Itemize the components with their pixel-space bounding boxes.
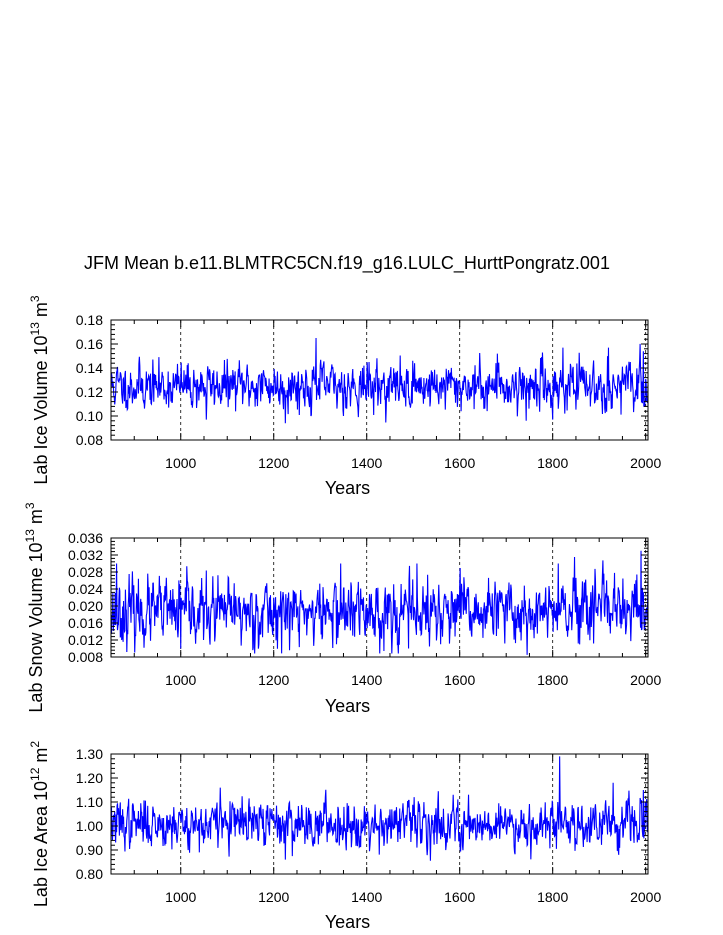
x-tick-label: 1400 bbox=[351, 455, 382, 471]
x-tick-label: 1600 bbox=[444, 455, 475, 471]
y-axis-label-exponent: 13 bbox=[23, 529, 37, 543]
data-series-line bbox=[110, 756, 649, 861]
x-axis-label: Years bbox=[325, 696, 370, 716]
x-tick-label: 1400 bbox=[351, 889, 382, 905]
x-tick-label: 2000 bbox=[630, 455, 661, 471]
y-axis-label: Lab Ice Volume 1013 m3 bbox=[28, 295, 51, 484]
y-tick-label: 0.016 bbox=[68, 615, 103, 631]
plot-frame bbox=[110, 319, 649, 441]
x-tick-label: 1200 bbox=[258, 889, 289, 905]
y-tick-label: 0.012 bbox=[68, 632, 103, 648]
y-tick-label: 0.90 bbox=[76, 842, 103, 858]
panel-lab-ice-volume: 1000 1200 1400 1600 1800 2000 0.08 0.10 0.12 0.14… bbox=[28, 295, 661, 498]
y-tick-label: 0.008 bbox=[68, 649, 103, 665]
y-tick-label: 0.024 bbox=[68, 581, 103, 597]
y-axis-label-main: Lab Ice Volume 10 bbox=[31, 335, 51, 484]
x-tick-label: 2000 bbox=[630, 672, 661, 688]
y-tick-label: 0.16 bbox=[76, 336, 103, 352]
plot-frame bbox=[110, 537, 649, 658]
y-axis-label-main: Lab Ice Area 10 bbox=[31, 781, 51, 907]
y-tick-label: 1.10 bbox=[76, 794, 103, 810]
y-axis-label-main: Lab Snow Volume 10 bbox=[26, 542, 46, 712]
panel-lab-ice-area: 1000 1200 1400 1600 1800 2000 0.80 0.90 1.00 1.10… bbox=[28, 741, 661, 932]
y-tick-label: 0.80 bbox=[76, 866, 103, 882]
y-tick-label: 1.00 bbox=[76, 818, 103, 834]
x-tick-label: 1000 bbox=[165, 455, 196, 471]
y-tick-label: 1.30 bbox=[76, 746, 103, 762]
data-series-line bbox=[110, 550, 649, 655]
x-tick-label: 1800 bbox=[537, 672, 568, 688]
y-tick-label: 0.18 bbox=[76, 312, 103, 328]
x-tick-label: 1200 bbox=[258, 455, 289, 471]
y-axis-label-unit: m bbox=[31, 302, 51, 322]
y-tick-label: 0.10 bbox=[76, 408, 103, 424]
y-tick-label: 0.028 bbox=[68, 564, 103, 580]
data-series-line bbox=[110, 337, 649, 424]
x-axis-label: Years bbox=[325, 478, 370, 498]
x-tick-label: 2000 bbox=[630, 889, 661, 905]
y-tick-label: 0.08 bbox=[76, 432, 103, 448]
y-axis-label-exponent: 12 bbox=[28, 767, 42, 781]
x-tick-label: 1600 bbox=[444, 889, 475, 905]
y-tick-label: 1.20 bbox=[76, 770, 103, 786]
y-axis-label: Lab Snow Volume 1013 m3 bbox=[23, 502, 46, 712]
y-axis-label-unit: m bbox=[26, 509, 46, 529]
x-tick-label: 1600 bbox=[444, 672, 475, 688]
y-axis-label-unit-exponent: 3 bbox=[28, 295, 42, 302]
y-axis-label: Lab Ice Area 1012 m2 bbox=[28, 741, 51, 907]
x-tick-label: 1000 bbox=[165, 889, 196, 905]
y-tick-label: 0.14 bbox=[76, 360, 103, 376]
figure-title: JFM Mean b.e11.BLMTRC5CN.f19_g16.LULC_Hu… bbox=[84, 253, 610, 274]
y-axis-label-unit-exponent: 3 bbox=[23, 502, 37, 509]
y-tick-label: 0.020 bbox=[68, 598, 103, 614]
y-tick-label: 0.032 bbox=[68, 547, 103, 563]
plot-frame bbox=[110, 753, 649, 875]
x-axis-label: Years bbox=[325, 912, 370, 932]
y-axis-label-exponent: 13 bbox=[28, 322, 42, 336]
y-tick-label: 0.12 bbox=[76, 384, 103, 400]
y-axis-label-unit-exponent: 2 bbox=[28, 741, 42, 748]
y-axis-label-unit: m bbox=[31, 748, 51, 768]
y-tick-label: 0.036 bbox=[68, 530, 103, 546]
panel-lab-snow-volume: 1000 1200 1400 1600 1800 20000.0080.0120.0160… bbox=[23, 502, 661, 716]
x-tick-label: 1000 bbox=[165, 672, 196, 688]
x-tick-label: 1800 bbox=[537, 889, 568, 905]
x-tick-label: 1200 bbox=[258, 672, 289, 688]
x-tick-label: 1400 bbox=[351, 672, 382, 688]
x-tick-label: 1800 bbox=[537, 455, 568, 471]
